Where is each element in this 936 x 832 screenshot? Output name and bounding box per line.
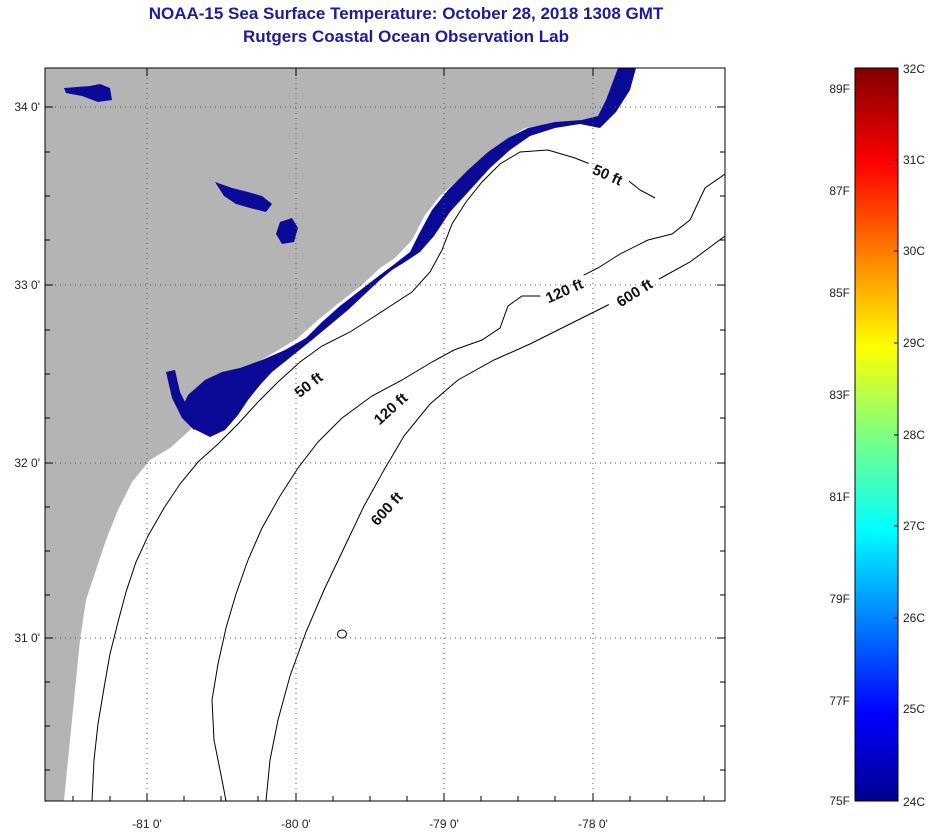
contour-label-bg [359,480,413,536]
colorbar [854,67,899,802]
lon-label: -80 0' [281,817,311,831]
contour-label-bg [284,362,332,406]
sst-cold-river [64,84,112,102]
contour-label-bg [363,383,417,433]
sst-cold-lake [276,218,298,244]
sst-cold-estuary [166,370,200,430]
lat-label: 31 0' [14,631,40,645]
colorbar-ticks [894,159,898,710]
contour-label-bg [604,268,664,316]
colorbar-label-c: 31C [903,153,925,167]
lat-label: 33 0' [14,278,40,292]
contour-600ft-seamount [337,629,347,639]
colorbar-label-c: 28C [903,428,925,442]
map-title: NOAA-15 Sea Surface Temperature: October… [148,4,664,23]
colorbar-label-c: 25C [903,702,925,716]
land-area [45,68,620,801]
lon-label: -78 0' [578,817,608,831]
colorbar-label-f: 85F [829,286,850,300]
graticule [45,68,725,801]
contour-120ft [211,173,725,801]
colorbar-label-c: 32C [903,62,925,76]
lat-label: 34 0' [14,100,40,114]
colorbar-label-c: 30C [903,244,925,258]
colorbar-label-f: 75F [829,794,850,808]
axis-ticks [45,68,725,801]
lon-label: -79 0' [429,817,459,831]
colorbar-label-f: 77F [829,694,850,708]
map-frame [44,67,726,802]
colorbar-label-c: 26C [903,611,925,625]
contour-label-bg [538,271,590,309]
colorbar-label-f: 79F [829,592,850,606]
lat-label: 32 0' [14,456,40,470]
sst-cold-water [180,68,636,437]
colorbar-label-f: 81F [829,490,850,504]
colorbar-label-f: 83F [829,388,850,402]
contour-50ft [91,149,656,801]
sst-cold-inlet [215,182,272,212]
contour-label-bg [583,155,633,193]
colorbar-label-c: 27C [903,519,925,533]
map-subtitle: Rutgers Coastal Ocean Observation Lab [243,27,569,46]
colorbar-label-f: 87F [829,184,850,198]
colorbar-label-c: 29C [903,336,925,350]
colorbar-label-c: 24C [903,795,925,809]
lon-label: -81 0' [132,817,162,831]
colorbar-label-f: 89F [829,82,850,96]
